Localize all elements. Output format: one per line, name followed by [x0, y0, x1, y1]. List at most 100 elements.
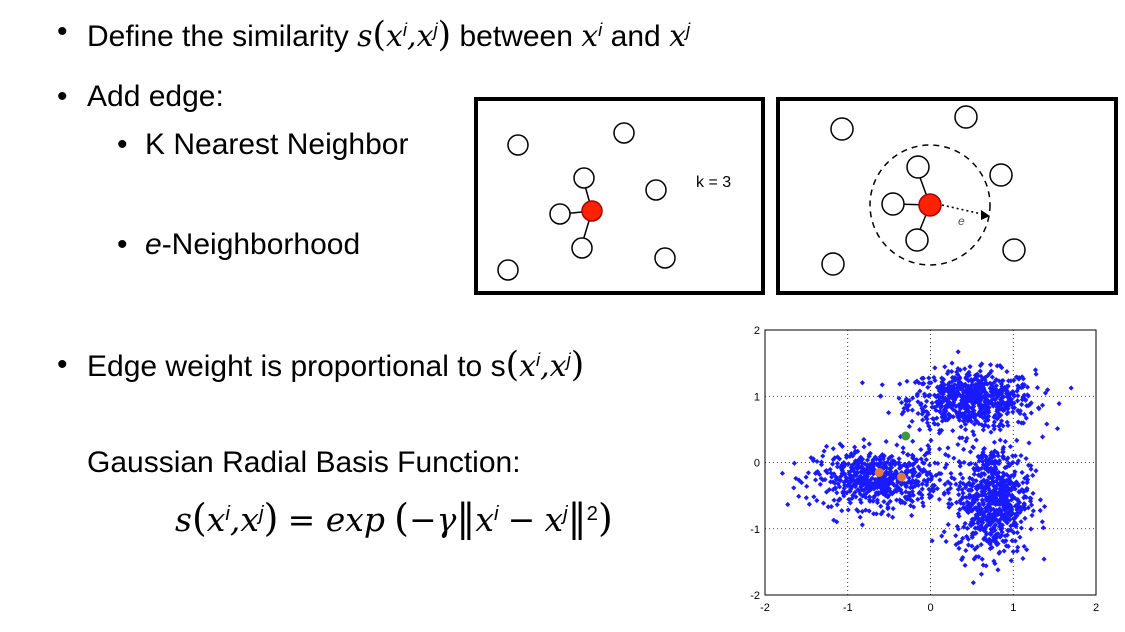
data-point: [978, 542, 984, 548]
data-point: [926, 462, 933, 468]
data-point: [905, 452, 911, 458]
data-point: [1009, 400, 1015, 406]
and-word: and: [610, 20, 661, 53]
data-point: [1022, 475, 1028, 481]
data-point: [1021, 501, 1027, 507]
data-point: [926, 375, 932, 381]
data-point: [1000, 394, 1006, 400]
s-symbol-4: s: [175, 500, 192, 539]
data-point: [979, 422, 985, 428]
data-point: [900, 445, 906, 451]
data-point: [808, 455, 814, 461]
data-point: [1007, 517, 1013, 523]
data-point: [879, 382, 885, 388]
node: [989, 163, 1013, 187]
data-point: [956, 402, 962, 408]
data-point: [1029, 512, 1035, 518]
data-point: [1016, 489, 1022, 495]
data-point: [852, 444, 858, 450]
i-superscript-4: i: [225, 501, 230, 525]
i-superscript-5: i: [493, 501, 499, 525]
data-point: [1006, 476, 1012, 482]
comma-3: ,: [540, 349, 550, 384]
data-point: [957, 506, 963, 513]
data-point: [1028, 502, 1035, 508]
data-point: [958, 424, 964, 430]
knn-diagram: k = 3: [474, 97, 765, 295]
data-point: [859, 380, 866, 386]
data-point: [1000, 407, 1006, 414]
query-node: [581, 200, 603, 222]
data-point: [947, 496, 953, 503]
edge-weight-text: Edge weight is proportional to s: [87, 350, 506, 383]
data-point: [832, 455, 838, 461]
data-point: [937, 395, 943, 401]
data-point: [902, 462, 909, 468]
data-point: [969, 405, 975, 411]
grid-lines: [764, 329, 1097, 596]
data-point: [929, 538, 935, 544]
comma-4: ,: [229, 500, 241, 539]
data-point: [957, 479, 964, 486]
data-point: [817, 481, 823, 488]
data-point: [991, 414, 997, 420]
data-point: [997, 437, 1003, 443]
node: [571, 237, 593, 259]
j-superscript-5: j: [563, 501, 568, 525]
data-point: [997, 389, 1003, 396]
plot-frame: [764, 329, 1097, 596]
data-point: [997, 402, 1004, 408]
data-point: [885, 512, 892, 518]
data-point: [858, 499, 864, 506]
data-point: [916, 471, 923, 477]
data-point: [988, 384, 994, 390]
data-point: [1002, 385, 1008, 391]
paren-close: ): [437, 15, 452, 55]
data-point: [861, 436, 867, 443]
data-point: [886, 410, 892, 416]
data-point: [950, 428, 956, 434]
data-point: [1015, 383, 1021, 389]
data-point: [1011, 529, 1017, 536]
bullet-dot: •: [57, 15, 68, 48]
node: [654, 247, 676, 269]
highlight-point: [897, 472, 907, 482]
data-point: [896, 395, 902, 401]
data-point: [1013, 479, 1019, 485]
data-point: [1015, 458, 1022, 464]
data-point: [982, 393, 989, 399]
paren-close: ): [570, 345, 585, 385]
i-superscript-2: i: [598, 18, 603, 40]
data-point: [831, 471, 837, 477]
epsilon-graph: e: [821, 105, 1026, 276]
data-point: [845, 507, 851, 513]
data-point: [1033, 371, 1039, 377]
data-point: [890, 514, 896, 520]
data-point: [1021, 543, 1027, 550]
data-point: [803, 495, 809, 501]
data-point: [1018, 452, 1024, 459]
paren-open: (: [505, 345, 520, 385]
j-superscript: j: [433, 18, 438, 40]
node: [1002, 238, 1026, 262]
paren-close: ): [263, 496, 279, 540]
data-point: [963, 390, 970, 396]
data-point: [995, 567, 1001, 573]
squared: 2: [586, 501, 598, 525]
xi-symbol-3: x: [519, 349, 536, 384]
data-point: [976, 455, 982, 461]
data-point: [1004, 369, 1010, 375]
data-point: [866, 441, 872, 447]
data-point: [917, 427, 923, 433]
data-point: [861, 444, 867, 450]
radius-circle: [869, 144, 991, 266]
data-point: [1000, 388, 1006, 394]
data-point: [1006, 396, 1012, 402]
data-point: [1003, 494, 1009, 500]
xi-symbol-2: x: [581, 19, 599, 54]
data-point: [992, 388, 999, 394]
data-point: [1019, 374, 1025, 380]
data-point: [957, 374, 963, 380]
data-point: [948, 392, 954, 398]
data-point: [988, 507, 994, 513]
